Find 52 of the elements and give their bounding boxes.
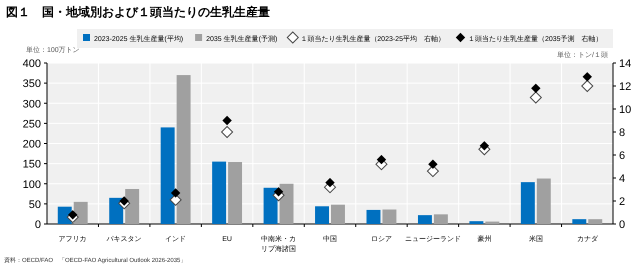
bar <box>212 162 226 224</box>
y-tick-label: 300 <box>22 98 41 110</box>
point <box>581 80 594 92</box>
point <box>120 196 129 206</box>
point <box>376 155 386 164</box>
point <box>582 72 592 82</box>
point <box>426 165 439 178</box>
y2-tick-label: 10 <box>619 104 632 116</box>
bar <box>366 210 380 224</box>
bar <box>434 214 448 224</box>
bar <box>176 75 191 224</box>
bar <box>315 206 329 224</box>
bar <box>572 219 586 224</box>
point <box>480 141 489 150</box>
y2-tick-label: 14 <box>619 58 632 70</box>
point <box>171 188 180 198</box>
point <box>68 210 78 220</box>
bar <box>469 221 484 224</box>
bar <box>109 198 124 224</box>
bar <box>536 178 551 224</box>
y-tick-label: 250 <box>22 118 41 130</box>
point <box>530 92 542 104</box>
y-tick-label: 200 <box>22 138 41 150</box>
bar <box>520 182 535 224</box>
bar <box>418 215 432 224</box>
y2-tick-label: 2 <box>619 196 626 208</box>
y2-tick-label: 12 <box>619 81 632 93</box>
point <box>428 160 438 169</box>
bar <box>228 162 242 224</box>
point <box>222 116 232 125</box>
point <box>326 178 334 188</box>
point <box>531 84 540 93</box>
point <box>221 126 234 138</box>
y-tick-label: 350 <box>22 78 41 90</box>
chart-title: 図１ 国・地域別および１頭当たりの生乳生産量 <box>6 5 270 19</box>
y-tick-label: 150 <box>22 158 41 171</box>
y-tick-label: 100 <box>22 178 41 191</box>
bar <box>125 188 140 224</box>
y2-tick-label: 0 <box>619 219 626 231</box>
bar <box>280 184 294 224</box>
bar <box>160 127 175 224</box>
bar <box>588 219 602 224</box>
bar <box>331 204 345 224</box>
bar <box>382 210 396 224</box>
y-tick-label: 50 <box>28 198 41 211</box>
y-tick-label: 400 <box>22 58 41 70</box>
point <box>274 187 284 196</box>
y2-tick-label: 4 <box>619 173 626 185</box>
y2-tick-label: 8 <box>619 127 626 139</box>
y-tick-label: 0 <box>34 219 41 231</box>
bar <box>264 188 278 224</box>
y2-tick-label: 6 <box>619 150 626 162</box>
